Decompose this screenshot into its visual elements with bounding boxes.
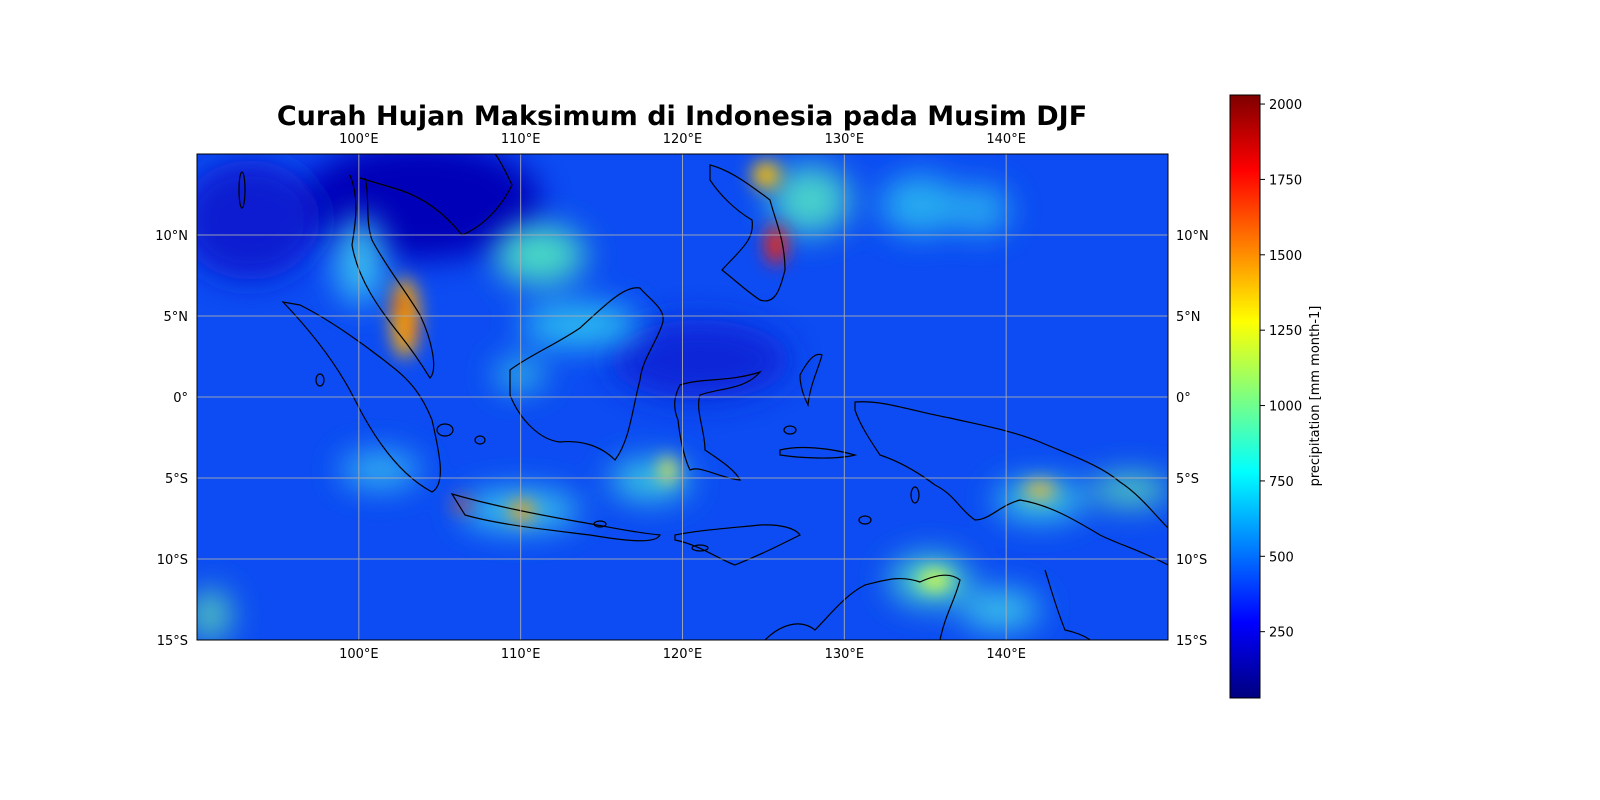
coastline-sulawesi: [674, 370, 762, 481]
lat-label-right: 5°S: [1176, 472, 1199, 487]
coastline-sumatra: [281, 301, 441, 493]
lon-label-top: 120°E: [663, 132, 703, 147]
lat-label-left: 5°S: [165, 472, 188, 487]
colorbar-tick-label: 1500: [1269, 249, 1302, 264]
coastline-belitung: [474, 435, 486, 445]
coastline-cape-york: [1044, 569, 1091, 640]
latitude-labels-left: 10°N 5°N 0° 5°S 10°S 15°S: [155, 229, 188, 649]
colorbar-ticks: 250 500 750 1000 1250 1500 1750 2000: [1260, 98, 1302, 641]
coastline-seram: [779, 446, 858, 459]
lat-label-left: 5°N: [164, 310, 189, 325]
lat-label-left: 10°S: [157, 553, 188, 568]
colorbar-gradient: [1229, 94, 1261, 699]
lat-label-left: 15°S: [157, 634, 188, 649]
lat-label-right: 5°N: [1176, 310, 1201, 325]
coastline-nias: [315, 373, 325, 387]
longitude-labels-top: 100°E 110°E 120°E 130°E 140°E: [339, 132, 1026, 147]
coastline-indochina: [359, 154, 513, 236]
coastline-aru: [910, 486, 920, 504]
coastline-andaman: [238, 171, 246, 209]
gridlines: [197, 154, 1168, 640]
lon-label-top: 100°E: [339, 132, 379, 147]
lat-label-right: 15°S: [1176, 634, 1207, 649]
coastline-bangka: [436, 423, 454, 437]
coastline-philippines: [709, 164, 786, 302]
map-frame: [196, 153, 1169, 641]
colorbar-tick-label: 1000: [1269, 400, 1302, 415]
colorbar-tick-label: 2000: [1269, 98, 1302, 113]
colorbar-tick-label: 750: [1269, 475, 1294, 490]
lon-label-bottom: 130°E: [825, 647, 865, 662]
coastline-australia: [764, 574, 961, 640]
lon-label-bottom: 120°E: [663, 647, 703, 662]
lat-label-left: 0°: [173, 391, 188, 406]
lon-label-top: 130°E: [825, 132, 865, 147]
colorbar-tick-label: 1250: [1269, 324, 1302, 339]
lat-label-right: 0°: [1176, 391, 1191, 406]
lon-label-top: 110°E: [501, 132, 541, 147]
coastline-bali: [593, 520, 607, 528]
longitude-labels-bottom: 100°E 110°E 120°E 130°E 140°E: [339, 647, 1026, 662]
lon-label-bottom: 110°E: [501, 647, 541, 662]
colorbar-tick-label: 1750: [1269, 173, 1302, 188]
coastline-java: [450, 492, 661, 542]
lat-label-right: 10°S: [1176, 553, 1207, 568]
lon-label-bottom: 140°E: [986, 647, 1026, 662]
colorbar-label: precipitation [mm month-1]: [1308, 306, 1323, 487]
coastline-malay-peninsula: [349, 174, 435, 379]
coastline-borneo: [509, 287, 664, 461]
coastline-tanimbar: [858, 515, 872, 525]
lon-label-top: 140°E: [986, 132, 1026, 147]
lat-label-left: 10°N: [155, 229, 188, 244]
coastline-lesser-sunda: [674, 524, 801, 566]
colorbar-tick-label: 500: [1269, 550, 1294, 565]
coastline-sumba: [691, 544, 709, 552]
colorbar: 250 500 750 1000 1250 1500 1750 2000 precipitat…: [1229, 94, 1323, 699]
lon-label-bottom: 100°E: [339, 647, 379, 662]
latitude-labels-right: 10°N 5°N 0° 5°S 10°S 15°S: [1176, 229, 1209, 649]
map-title: Curah Hujan Maksimum di Indonesia pada M…: [277, 101, 1087, 132]
moderate-rain-overlay: [197, 165, 1168, 640]
coastline-maluku: [799, 353, 823, 408]
coastline-buru: [783, 425, 797, 435]
precipitation-field: [197, 154, 1168, 640]
colorbar-tick-label: 250: [1269, 626, 1294, 641]
lat-label-right: 10°N: [1176, 229, 1209, 244]
